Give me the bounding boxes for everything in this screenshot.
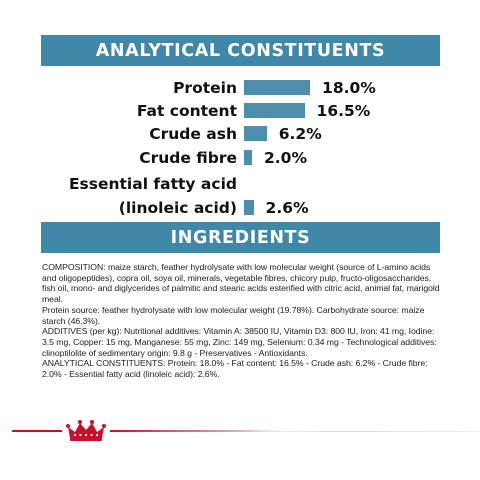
constituent-value: 16.5% (316, 102, 371, 120)
constituent-label-line1: Essential fatty acid (68, 175, 237, 193)
protein-source-paragraph: Protein source: feather hydrolysate with… (42, 304, 425, 326)
ingredients-text: COMPOSITION: maize starch, feather hydro… (42, 262, 442, 380)
constituent-bar (244, 103, 305, 118)
constituent-bar (244, 80, 311, 95)
constituent-bar (244, 200, 254, 215)
footer-divider-left (12, 430, 62, 432)
constituent-value: 18.0% (322, 79, 376, 97)
constituent-value: 2.0% (264, 149, 307, 167)
constituent-value: 2.6% (265, 199, 309, 217)
constituent-row-fibre: Crude fibre 2.0% (0, 146, 480, 170)
constituent-label: (linoleic acid) (118, 199, 237, 217)
analytical-paragraph: ANALYTICAL CONSTITUENTS: Protein: 18.0% … (42, 358, 428, 380)
ingredients-banner: INGREDIENTS (41, 222, 440, 253)
analytical-constituents-title: ANALYTICAL CONSTITUENTS (95, 40, 386, 61)
constituent-row-fatty-acid-line1: Essential fatty acid (0, 172, 480, 196)
footer-divider-fade (240, 431, 480, 432)
footer-divider-right (110, 430, 285, 432)
ingredients-title: INGREDIENTS (170, 227, 311, 248)
analytical-constituents-banner: ANALYTICAL CONSTITUENTS (41, 35, 440, 66)
constituent-bar (244, 126, 267, 141)
composition-paragraph: COMPOSITION: maize starch, feather hydro… (42, 262, 440, 305)
additives-paragraph: ADDITIVES (per kg): Nutritional additive… (42, 326, 437, 358)
constituent-row-ash: Crude ash 6.2% (0, 122, 480, 146)
constituent-bar (244, 150, 252, 165)
constituent-label: Protein (173, 79, 237, 97)
constituent-row-fatty-acid: (linoleic acid) 2.6% (0, 196, 480, 220)
constituent-label: Crude ash (149, 125, 237, 143)
constituent-row-protein: Protein 18.0% (0, 76, 480, 100)
constituent-row-fat: Fat content 16.5% (0, 99, 480, 123)
constituent-value: 6.2% (278, 125, 322, 143)
crown-icon (66, 420, 106, 441)
constituent-label: Crude fibre (139, 149, 237, 167)
constituent-label: Fat content (136, 102, 237, 120)
